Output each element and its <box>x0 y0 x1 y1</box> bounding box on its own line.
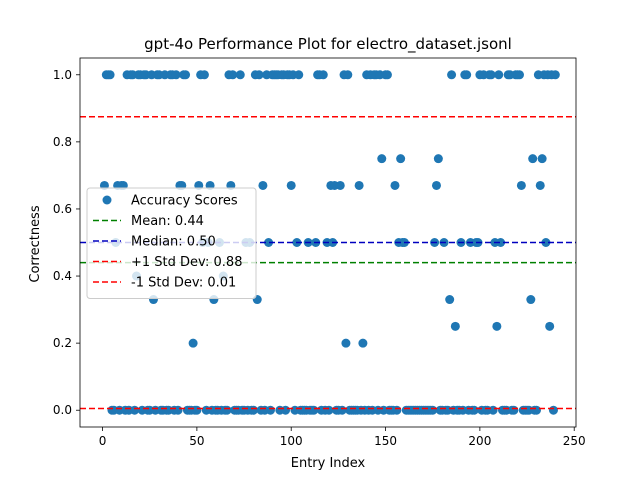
data-point <box>105 70 115 80</box>
data-point <box>294 70 304 80</box>
chart-title: gpt-4o Performance Plot for electro_data… <box>144 35 512 54</box>
y-tick-label: 0.0 <box>53 403 72 417</box>
data-point <box>318 70 328 80</box>
data-point <box>462 70 472 80</box>
y-tick-label: 0.8 <box>53 135 72 149</box>
data-point <box>494 70 504 80</box>
legend-label: -1 Std Dev: 0.01 <box>131 276 236 291</box>
legend-label: Mean: 0.44 <box>131 214 204 229</box>
axes-frame <box>79 57 577 428</box>
y-tick-label: 1.0 <box>53 68 72 82</box>
legend-box <box>86 187 257 299</box>
data-point <box>181 70 191 80</box>
data-point <box>545 321 555 331</box>
data-point <box>445 295 455 305</box>
data-point <box>377 154 387 164</box>
data-point <box>396 154 406 164</box>
x-tick-label: 0 <box>99 434 107 448</box>
data-point <box>171 70 181 80</box>
data-point <box>531 405 541 415</box>
data-point <box>281 405 291 415</box>
data-point <box>447 70 457 80</box>
data-point <box>228 70 238 80</box>
data-point <box>343 70 353 80</box>
data-point <box>433 154 443 164</box>
data-point <box>265 405 275 415</box>
data-point <box>382 70 392 80</box>
data-point <box>235 70 245 80</box>
data-point <box>335 180 345 190</box>
data-point <box>286 180 296 190</box>
data-point <box>528 154 538 164</box>
data-point <box>514 70 524 80</box>
data-point <box>392 405 402 415</box>
data-point <box>341 338 351 348</box>
data-point <box>199 70 209 80</box>
plot-area: 0 50 100 150 200 250 0.0 0.2 0.4 0.6 0.8 1.0 <box>53 57 586 448</box>
data-point <box>535 180 545 190</box>
data-point <box>492 321 502 331</box>
y-tick-label: 0.4 <box>53 269 72 283</box>
y-tick-label: 0.6 <box>53 202 72 216</box>
data-point <box>431 180 441 190</box>
x-tick-label: 50 <box>189 434 204 448</box>
data-point <box>509 405 519 415</box>
data-point <box>264 238 274 247</box>
data-point <box>526 295 536 305</box>
data-point <box>550 70 560 80</box>
data-point <box>450 321 460 331</box>
data-point <box>541 238 551 247</box>
data-point <box>486 70 496 80</box>
legend-label: Accuracy Scores <box>131 194 238 209</box>
x-tick-label: 250 <box>563 434 586 448</box>
x-tick-label: 200 <box>468 434 491 448</box>
x-tick-label: 100 <box>280 434 303 448</box>
y-axis-label: Correctness <box>28 205 43 282</box>
data-point <box>173 405 183 415</box>
legend-label: Median: 0.50 <box>131 235 216 250</box>
data-point <box>192 405 202 415</box>
data-point <box>188 338 198 348</box>
data-point <box>488 405 498 415</box>
legend-marker <box>102 195 112 205</box>
data-point <box>358 338 368 348</box>
data-point <box>496 238 506 247</box>
data-point <box>254 70 264 80</box>
x-tick-label: 150 <box>374 434 397 448</box>
data-point <box>258 180 268 190</box>
legend-label: +1 Std Dev: 0.88 <box>131 255 242 270</box>
y-tick-label: 0.2 <box>53 336 72 350</box>
data-point <box>390 180 400 190</box>
data-point <box>548 405 558 415</box>
legend: Accuracy Scores Mean: 0.44 Median: 0.50 +1 … <box>86 187 257 299</box>
data-point <box>516 180 526 190</box>
data-point <box>537 154 547 164</box>
x-axis-label: Entry Index <box>291 456 366 471</box>
data-point <box>354 180 364 190</box>
